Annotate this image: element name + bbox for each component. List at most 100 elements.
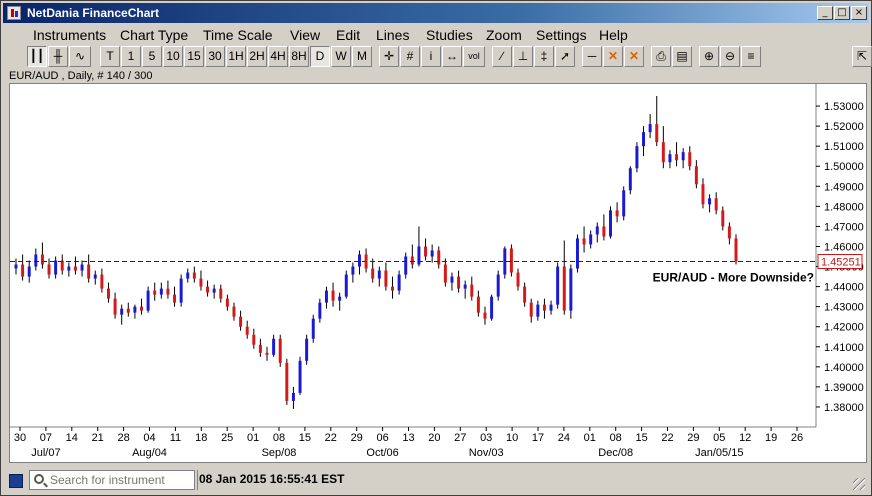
y-tick-label: 1.39000 xyxy=(824,382,864,394)
timescale-2h-button[interactable]: 2H xyxy=(247,46,267,67)
menu-view[interactable]: View xyxy=(290,27,321,43)
candle-body xyxy=(331,290,335,301)
ohlc-chart-button[interactable]: ╫ xyxy=(48,46,68,67)
candle-body xyxy=(351,266,355,275)
x-tick-label: 01 xyxy=(247,432,259,444)
line-tool-button[interactable]: ─ xyxy=(582,46,602,67)
candle-body xyxy=(113,298,117,315)
grid-button[interactable]: # xyxy=(400,46,420,67)
y-tick-label: 1.43000 xyxy=(824,302,864,314)
zoom-out-button[interactable]: ⊖ xyxy=(720,46,740,67)
candle-body xyxy=(655,124,659,143)
candle-body xyxy=(358,254,361,267)
menu-chart-type[interactable]: Chart Type xyxy=(120,27,189,43)
candle-body xyxy=(21,264,25,277)
menu-zoom[interactable]: Zoom xyxy=(486,27,522,43)
candle-body xyxy=(589,234,593,245)
candle-body xyxy=(87,264,91,279)
delete-all-button[interactable]: ✕ xyxy=(624,46,644,67)
candle-body xyxy=(252,334,256,345)
timescale-5min-button[interactable]: 5 xyxy=(142,46,162,67)
trendline-button[interactable]: ∕ xyxy=(492,46,512,67)
y-tick-label: 1.42000 xyxy=(824,322,864,334)
zoom-in-button[interactable]: ⊕ xyxy=(699,46,719,67)
line-chart-button[interactable]: ∿ xyxy=(69,46,91,67)
candle-body xyxy=(476,296,480,313)
candle-body xyxy=(192,272,196,279)
candle-body xyxy=(648,124,652,133)
chart-frame[interactable]: 1.53000 1.52000 1.51000 1.50000 1.49000 1.480… xyxy=(9,83,867,463)
timescale-daily-button[interactable]: D xyxy=(310,46,330,67)
candle-body xyxy=(430,250,434,257)
y-tick-label: 1.38000 xyxy=(824,402,864,414)
candle-body xyxy=(661,142,665,163)
timescale-4h-button[interactable]: 4H xyxy=(268,46,288,67)
instrument-search-box[interactable] xyxy=(29,470,195,490)
arrow-button[interactable]: ➚ xyxy=(555,46,575,67)
y-tick-label: 1.53000 xyxy=(824,101,864,113)
menu-time-scale[interactable]: Time Scale xyxy=(203,27,273,43)
title-bar[interactable]: NetDania FinanceChart _ □ × xyxy=(3,3,869,23)
timescale-10min-button[interactable]: 10 xyxy=(163,46,183,67)
menu-edit[interactable]: Edit xyxy=(336,27,361,43)
fibonacci-button[interactable]: ‡ xyxy=(534,46,554,67)
candle-body xyxy=(714,198,718,211)
menu-settings[interactable]: Settings xyxy=(536,27,587,43)
candle-body xyxy=(410,256,414,265)
status-datetime: 08 Jan 2015 16:55:41 EST xyxy=(199,472,345,486)
x-tick-label: 19 xyxy=(765,432,777,444)
candle-body xyxy=(483,312,487,319)
print-button[interactable]: ⎙ xyxy=(651,46,671,67)
resize-grip-icon[interactable] xyxy=(853,478,865,490)
maximize-button[interactable]: □ xyxy=(834,6,850,20)
volume-button[interactable]: vol xyxy=(463,46,485,67)
menu-lines[interactable]: Lines xyxy=(376,27,410,43)
scroll-button[interactable]: ↔ xyxy=(442,46,462,67)
x-tick-label: 04 xyxy=(143,432,155,444)
horizontal-line-button[interactable]: ⊥ xyxy=(513,46,533,67)
timescale-15min-button[interactable]: 15 xyxy=(184,46,204,67)
candle-body xyxy=(556,266,560,305)
candle-body xyxy=(272,338,276,355)
candlestick-chart-button[interactable]: ┃┃ xyxy=(27,46,47,67)
delete-line-button[interactable]: ✕ xyxy=(603,46,623,67)
candle-body xyxy=(140,306,143,311)
candle-body xyxy=(298,360,302,393)
zoom-reset-button[interactable]: ≡ xyxy=(741,46,761,67)
candle-body xyxy=(668,154,672,163)
candle-body xyxy=(694,166,698,185)
candle-body xyxy=(93,274,97,279)
status-bar: 08 Jan 2015 16:55:41 EST xyxy=(3,468,869,493)
candle-body xyxy=(100,274,104,289)
candle-body xyxy=(457,276,461,289)
menu-instruments[interactable]: Instruments xyxy=(33,27,107,43)
timescale-1min-button[interactable]: 1 xyxy=(121,46,141,67)
close-button[interactable]: × xyxy=(851,6,867,20)
timescale-8h-button[interactable]: 8H xyxy=(289,46,309,67)
toolbar: ┃┃ ╫ ∿ T 1 5 10 15 30 1H 2H 4H 8H D W M ✛ # i ↔ vol ∕ ⊥ ‡ ➚ ─ ✕ ✕ ⎙ ▤… xyxy=(3,46,872,68)
x-tick-label: 17 xyxy=(532,432,544,444)
candle-body xyxy=(536,304,540,317)
crosshair-button[interactable]: ✛ xyxy=(379,46,399,67)
timescale-monthly-button[interactable]: M xyxy=(352,46,372,67)
detach-button[interactable]: ⇱ xyxy=(852,46,872,67)
candle-body xyxy=(529,302,533,317)
timescale-30min-button[interactable]: 30 xyxy=(205,46,225,67)
timescale-weekly-button[interactable]: W xyxy=(331,46,351,67)
candle-body xyxy=(549,304,553,311)
candle-body xyxy=(675,154,679,161)
candle-body xyxy=(622,190,626,217)
x-tick-label: 15 xyxy=(635,432,647,444)
search-input[interactable] xyxy=(50,472,190,488)
info-button[interactable]: i xyxy=(421,46,441,67)
x-month-label: Jul/07 xyxy=(31,447,60,459)
candlestick-chart[interactable]: 1.53000 1.52000 1.51000 1.50000 1.49000 1.480… xyxy=(10,84,866,462)
menu-help[interactable]: Help xyxy=(599,27,628,43)
menu-studies[interactable]: Studies xyxy=(426,27,473,43)
x-month-label: Jan/05/15 xyxy=(695,447,743,459)
candle-body xyxy=(199,278,203,287)
timescale-1h-button[interactable]: 1H xyxy=(226,46,246,67)
timescale-tick-button[interactable]: T xyxy=(100,46,120,67)
minimize-button[interactable]: _ xyxy=(817,6,833,20)
print-preview-button[interactable]: ▤ xyxy=(672,46,692,67)
